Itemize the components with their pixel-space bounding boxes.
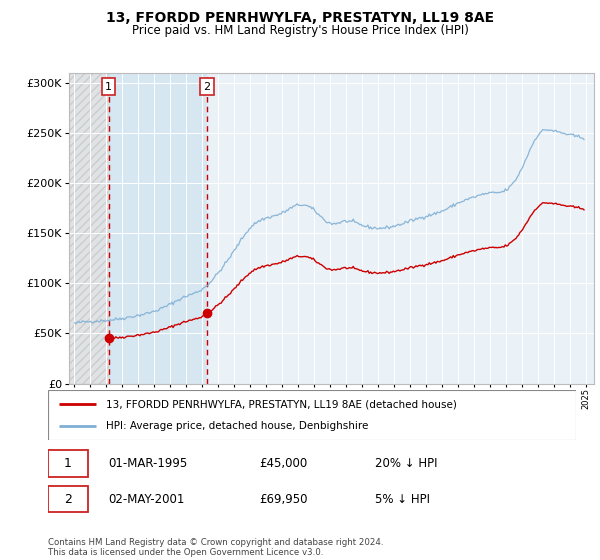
Text: Price paid vs. HM Land Registry's House Price Index (HPI): Price paid vs. HM Land Registry's House … bbox=[131, 24, 469, 36]
Text: 01-MAR-1995: 01-MAR-1995 bbox=[109, 457, 188, 470]
Text: 1: 1 bbox=[105, 82, 112, 92]
Bar bbox=[48, 450, 88, 477]
Text: HPI: Average price, detached house, Denbighshire: HPI: Average price, detached house, Denb… bbox=[106, 421, 368, 431]
Text: 13, FFORDD PENRHWYLFA, PRESTATYN, LL19 8AE: 13, FFORDD PENRHWYLFA, PRESTATYN, LL19 8… bbox=[106, 11, 494, 25]
Text: £45,000: £45,000 bbox=[259, 457, 307, 470]
Text: 2: 2 bbox=[203, 82, 211, 92]
Text: 20% ↓ HPI: 20% ↓ HPI bbox=[376, 457, 438, 470]
Text: Contains HM Land Registry data © Crown copyright and database right 2024.
This d: Contains HM Land Registry data © Crown c… bbox=[48, 538, 383, 557]
Bar bbox=[48, 486, 88, 512]
Text: 5% ↓ HPI: 5% ↓ HPI bbox=[376, 493, 430, 506]
Text: 02-MAY-2001: 02-MAY-2001 bbox=[109, 493, 185, 506]
Text: 2: 2 bbox=[64, 493, 72, 506]
Text: £69,950: £69,950 bbox=[259, 493, 308, 506]
Text: 13, FFORDD PENRHWYLFA, PRESTATYN, LL19 8AE (detached house): 13, FFORDD PENRHWYLFA, PRESTATYN, LL19 8… bbox=[106, 399, 457, 409]
Text: 1: 1 bbox=[64, 457, 72, 470]
